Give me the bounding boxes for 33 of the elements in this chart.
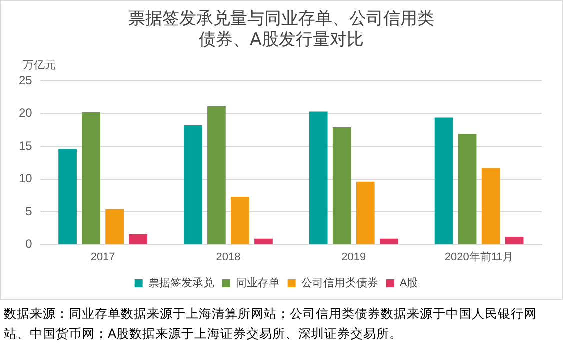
bar <box>505 236 524 244</box>
bar <box>434 118 454 244</box>
bar <box>82 112 100 244</box>
bar <box>332 128 352 244</box>
legend-label: 同业存单 <box>236 276 280 290</box>
bar <box>356 182 375 244</box>
y-tick-label: 0 <box>26 237 33 252</box>
bar <box>458 134 477 244</box>
y-tick-label: 5 <box>26 204 33 218</box>
source-note: 数据来源：同业存单数据来源于上海清算所网站；公司信用类债券数据来源于中国人民银行网站、中国货币网；A股数据来源于上海证券交易所、深圳证券交易所。 <box>3 305 538 343</box>
y-tick-label: 20 <box>18 106 33 120</box>
y-tick-label: 15 <box>18 138 33 153</box>
chart-title: 票据签发承兑量与同业存单、公司信用类债券、A股发行量对比 <box>128 9 436 51</box>
x-tick-label: 2017 <box>90 251 116 264</box>
bar <box>309 112 328 244</box>
bar <box>106 209 124 244</box>
bar <box>208 106 226 244</box>
x-tick-label: 2020年前11月 <box>444 251 514 264</box>
y-tick-label: 25 <box>18 73 33 88</box>
legend-label: 公司信用类债券 <box>301 276 378 290</box>
bar <box>58 149 77 244</box>
y-tick-label: 10 <box>18 172 33 186</box>
y-axis-title: 万亿元 <box>23 58 56 72</box>
bar <box>231 196 250 244</box>
bar <box>184 126 202 244</box>
bar <box>254 238 273 244</box>
legend-label: 票据签发承兑 <box>148 276 214 290</box>
x-tick-label: 2018 <box>216 251 241 264</box>
x-tick-label: 2019 <box>342 251 366 264</box>
bar <box>380 238 398 244</box>
bar <box>482 168 500 244</box>
bar <box>129 234 148 244</box>
legend-label: A股 <box>400 278 418 290</box>
